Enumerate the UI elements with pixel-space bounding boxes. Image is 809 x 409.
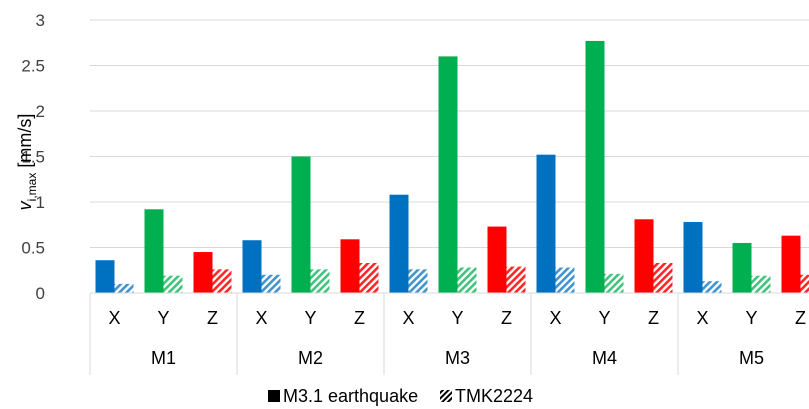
bar-m4-x-tmk2224 (555, 267, 575, 293)
bars (95, 40, 809, 294)
bar-m2-y-tmk2224 (310, 269, 330, 293)
y-axis-tick-labels: 0 0.5 1 1.5 2 2.5 3 (21, 11, 45, 303)
y-tick-label: 2.5 (21, 57, 45, 76)
bar-m5-x-tmk2224 (702, 281, 722, 293)
x-group-label: M2 (298, 348, 323, 368)
bar-m5-z-earthquake (781, 235, 801, 293)
y-tick-label: 3 (36, 11, 45, 30)
bar-m3-y-earthquake (438, 56, 458, 294)
y-tick-label: 0 (36, 284, 45, 303)
x-component-label: Z (501, 308, 512, 328)
legend-swatch-hatched (440, 390, 452, 402)
x-component-label: Z (648, 308, 659, 328)
x-component-label: Y (157, 308, 169, 328)
y-axis-label: vi,max [mm/s] (15, 114, 39, 211)
x-group-label: M4 (592, 348, 617, 368)
x-component-label: X (549, 308, 561, 328)
y-tick-label: 1.5 (21, 148, 45, 167)
bar-m2-z-earthquake (340, 239, 360, 293)
bar-m1-x-earthquake (95, 260, 115, 293)
y-tick-label: 0.5 (21, 239, 45, 258)
x-component-label: Z (207, 308, 218, 328)
bar-m3-x-earthquake (389, 194, 409, 293)
bar-m2-x-tmk2224 (261, 274, 281, 293)
bar-m1-x-tmk2224 (114, 283, 134, 293)
x-component-label: X (108, 308, 120, 328)
bar-m5-y-tmk2224 (751, 275, 771, 293)
legend-swatch-solid (268, 390, 280, 402)
x-component-label: X (402, 308, 414, 328)
bar-m5-x-earthquake (683, 222, 703, 293)
legend-label-0: M3.1 earthquake (283, 386, 418, 406)
x-component-label: Y (304, 308, 316, 328)
x-component-label: Z (795, 308, 806, 328)
bar-m3-z-tmk2224 (506, 266, 526, 293)
x-group-label: M5 (739, 348, 764, 368)
bar-m1-z-tmk2224 (212, 269, 232, 293)
bar-m1-y-tmk2224 (163, 275, 183, 293)
legend-label-1: TMK2224 (455, 386, 533, 406)
bar-m2-x-earthquake (242, 240, 262, 293)
x-component-label: Y (451, 308, 463, 328)
bar-m1-y-earthquake (144, 209, 164, 293)
bar-m4-z-earthquake (634, 219, 654, 293)
bar-m4-y-tmk2224 (604, 273, 624, 293)
bar-m4-y-earthquake (585, 40, 605, 294)
bar-m5-y-earthquake (732, 242, 752, 293)
bar-m3-z-earthquake (487, 226, 507, 293)
bar-m5-z-tmk2224 (800, 274, 809, 293)
bar-m3-y-tmk2224 (457, 267, 477, 293)
x-component-label: Y (745, 308, 757, 328)
x-group-label: M1 (151, 348, 176, 368)
x-component-label: X (696, 308, 708, 328)
bar-m2-y-earthquake (291, 156, 311, 293)
bar-m3-x-tmk2224 (408, 269, 428, 293)
x-group-label: M3 (445, 348, 470, 368)
legend: M3.1 earthquake TMK2224 (268, 386, 533, 406)
x-component-label: Y (598, 308, 610, 328)
x-axis: X Y Z M1 X Y Z M2 X Y Z M3 X Y Z M4 X Y Z M5 (89, 292, 809, 375)
bar-m1-z-earthquake (193, 252, 213, 293)
y-tick-label: 2 (36, 102, 45, 121)
bar-m2-z-tmk2224 (359, 262, 379, 293)
bar-m4-z-tmk2224 (653, 262, 673, 293)
y-tick-label: 1 (36, 193, 45, 212)
x-component-label: Z (354, 308, 365, 328)
x-component-label: X (255, 308, 267, 328)
bar-m4-x-earthquake (536, 154, 556, 293)
